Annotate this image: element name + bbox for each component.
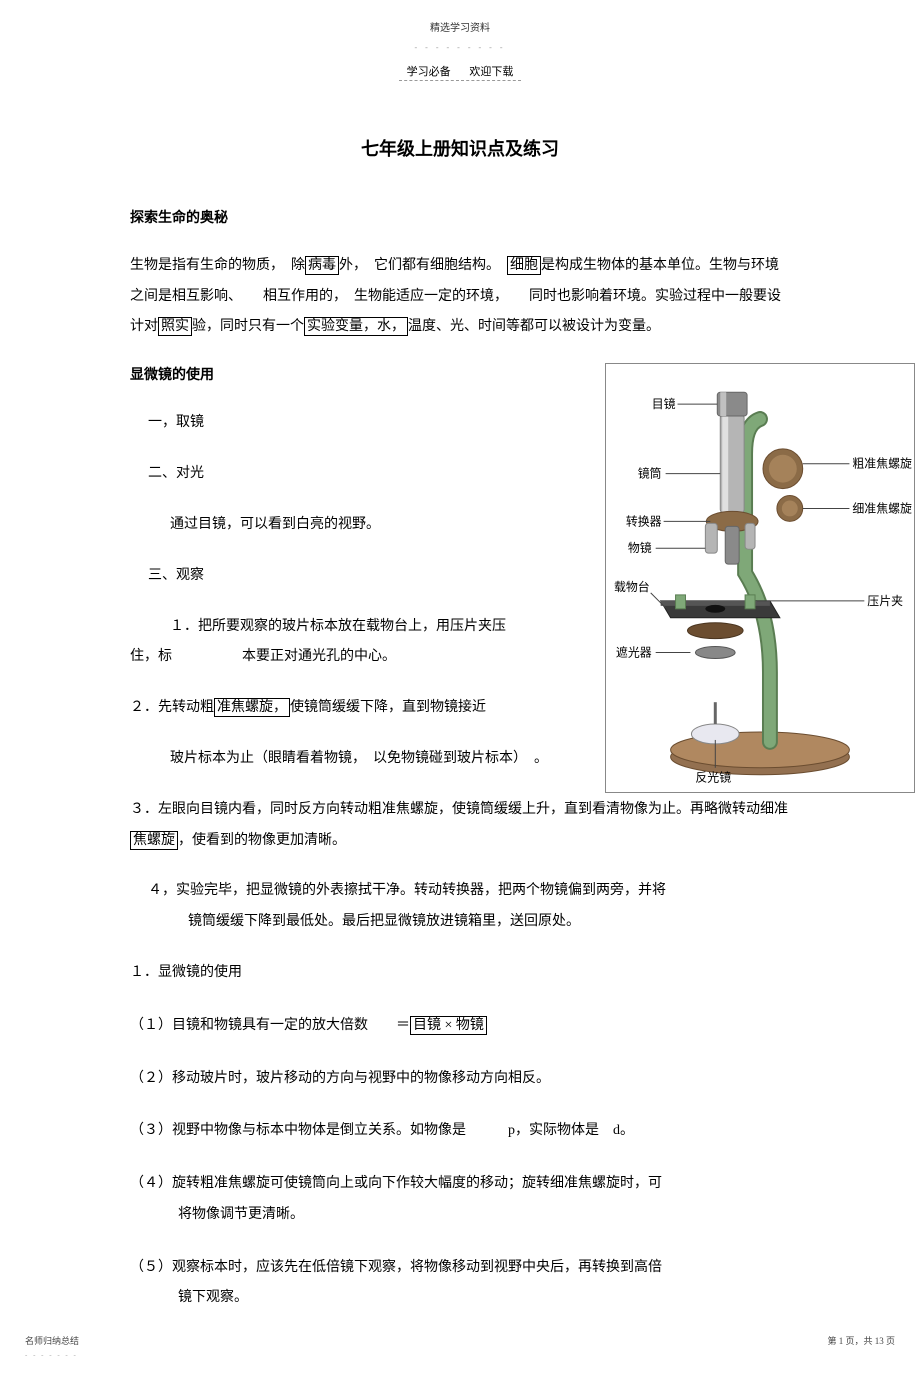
- microscope-svg: 目镜 镜筒 转换器 物镜 载物台 遮光器 反光镜 粗准焦螺旋 细准焦螺旋 压片夹: [606, 364, 914, 792]
- section1-heading: 探索生命的奥秘: [130, 206, 790, 231]
- label-wujing: 物镜: [628, 541, 652, 555]
- header-sub-left: 学习必备: [399, 66, 459, 81]
- s3-p4: （４）旋转粗准焦螺旋可使镜筒向上或向下作较大幅度的移动；旋转细准焦螺旋时，可 将…: [130, 1169, 790, 1231]
- p1b: 外， 它们都有细胞结构。: [339, 258, 493, 273]
- label-zhuanhuanqi: 转换器: [626, 514, 662, 528]
- label-yapianjia: 压片夹: [867, 594, 903, 608]
- step4b: 镜筒缓缓下降到最低处。最后把显微镜放进镜箱里，送回原处。: [188, 907, 790, 938]
- s3-p2: （２）移动玻片时，玻片移动的方向与视野中的物像移动方向相反。: [130, 1064, 790, 1095]
- label-zheguangqi: 遮光器: [616, 646, 652, 660]
- box-xibao: 细胞: [507, 256, 541, 275]
- step3a: ３．左眼向目镜内看，同时反方向转动粗准焦螺旋，使镜筒缓缓上升，直到看清物像为止。…: [130, 802, 788, 817]
- s3-p1a: （１）目镜和物镜具有一定的放大倍数 ＝: [130, 1018, 410, 1033]
- guancha-step3: ３．左眼向目镜内看，同时反方向转动粗准焦螺旋，使镜筒缓缓上升，直到看清物像为止。…: [130, 795, 790, 857]
- s3-p5a: （５）观察标本时，应该先在低倍镜下观察，将物像移动到视野中央后，再转换到高倍: [130, 1253, 790, 1284]
- s3-p5b: 镜下观察。: [178, 1283, 790, 1314]
- section1-paragraph: 生物是指有生命的物质， 除病毒外， 它们都有细胞结构。 细胞是构成生物体的基本单…: [130, 251, 790, 343]
- guancha-step4: ４，实验完毕，把显微镜的外表擦拭干净。转动转换器，把两个物镜偏到两旁，并将 镜筒…: [148, 876, 790, 938]
- label-xi: 细准焦螺旋: [852, 502, 912, 516]
- section3: １．显微镜的使用 （１）目镜和物镜具有一定的放大倍数 ＝目镜 × 物镜 （２）移…: [130, 958, 790, 1314]
- label-cu: 粗准焦螺旋: [852, 457, 912, 471]
- label-zaiwutai: 载物台: [614, 580, 650, 594]
- footer-page: 第 1 页，共 13 页: [827, 1333, 895, 1349]
- s3-p3: （３）视野中物像与标本中物体是倒立关系。如物像是 p，实际物体是 d。: [130, 1116, 790, 1147]
- label-mujing: 目镜: [652, 397, 676, 411]
- p1e: 温度、光、时间等都可以被设计为变量。: [408, 319, 660, 334]
- box-zhunjiao: 准焦螺旋，: [214, 698, 290, 717]
- footer-left: 名师归纳总结: [25, 1333, 895, 1349]
- step4a: ４，实验完毕，把显微镜的外表擦拭干净。转动转换器，把两个物镜偏到两旁，并将: [148, 876, 790, 907]
- p1d: 验，同时只有一个: [192, 319, 304, 334]
- p1a: 生物是指有生命的物质， 除: [130, 258, 305, 273]
- header-dots: - - - - - - - - -: [130, 41, 790, 55]
- s3-p4a: （４）旋转粗准焦螺旋可使镜筒向上或向下作较大幅度的移动；旋转细准焦螺旋时，可: [130, 1169, 790, 1200]
- microscope-diagram: 目镜 镜筒 转换器 物镜 载物台 遮光器 反光镜 粗准焦螺旋 细准焦螺旋 压片夹: [605, 363, 915, 793]
- page-title: 七年级上册知识点及练习: [130, 133, 790, 165]
- s3-p5: （５）观察标本时，应该先在低倍镜下观察，将物像移动到视野中央后，再转换到高倍 镜…: [130, 1253, 790, 1315]
- step3b: ，使看到的物像更加清晰。: [178, 833, 346, 848]
- box-bingdu: 病毒: [305, 256, 339, 275]
- header-sub-right: 欢迎下载: [461, 66, 521, 81]
- header-top: 精选学习资料: [130, 20, 790, 38]
- s3-p1: （１）目镜和物镜具有一定的放大倍数 ＝目镜 × 物镜: [130, 1011, 790, 1042]
- header-sub: 学习必备 欢迎下载: [130, 63, 790, 83]
- microscope-section-wrapper: 目镜 镜筒 转换器 物镜 载物台 遮光器 反光镜 粗准焦螺旋 细准焦螺旋 压片夹…: [130, 363, 790, 938]
- step2b: 使镜筒缓缓下降，直到物镜接近: [290, 700, 486, 715]
- box-jiaoluoxuan: 焦螺旋: [130, 831, 178, 850]
- box-formula: 目镜 × 物镜: [410, 1016, 487, 1035]
- footer-dots: - - - - - - -: [25, 1349, 895, 1362]
- label-fanguangjing: 反光镜: [695, 771, 731, 785]
- label-jingtong: 镜筒: [638, 467, 662, 481]
- box-zhaoshi: 照实: [158, 317, 192, 336]
- footer: 第 1 页，共 13 页 名师归纳总结 - - - - - - -: [25, 1333, 895, 1362]
- step2a: ２．先转动粗: [130, 700, 214, 715]
- s3-p4b: 将物像调节更清晰。: [178, 1200, 790, 1231]
- box-bianliang: 实验变量，水，: [304, 317, 408, 336]
- section3-heading: １．显微镜的使用: [130, 958, 790, 989]
